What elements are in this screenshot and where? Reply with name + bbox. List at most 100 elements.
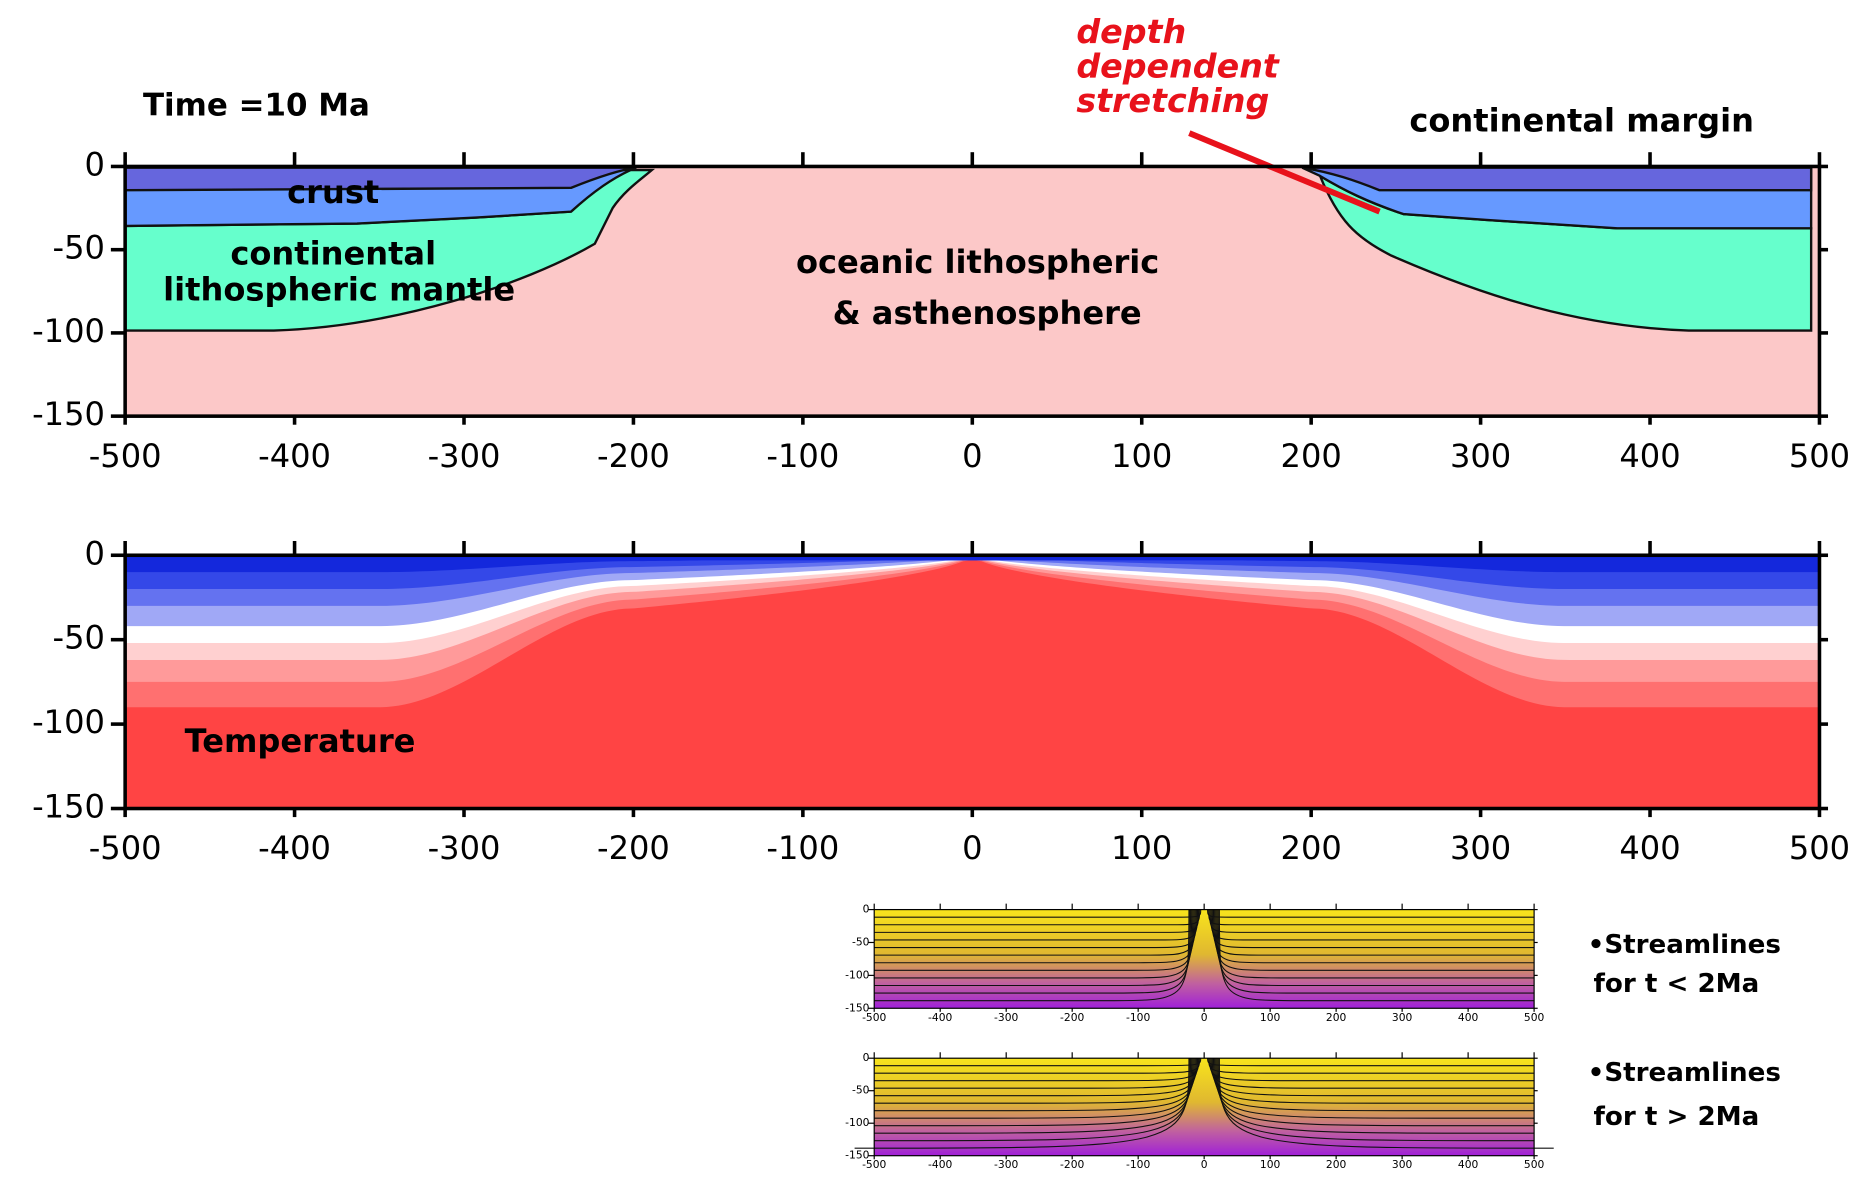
x-tick-label: -300	[428, 437, 501, 475]
streamline	[1217, 1058, 1535, 1142]
y-tick-label: -50	[53, 619, 105, 657]
region-label: oceanic lithospheric	[796, 243, 1159, 281]
x-tick-label: 0	[962, 437, 982, 475]
region-label: stretching	[1076, 81, 1269, 120]
panel: -500 -400 -300 -200 -100 0 100 200 300 400 500 0 -50…	[845, 1051, 1781, 1171]
streamline	[874, 909, 1192, 987]
streamline	[874, 909, 1191, 994]
region-label: lithospheric mantle	[163, 270, 515, 308]
streamline	[874, 1058, 1196, 1104]
temperature-field	[125, 555, 1820, 809]
upper-crust-left	[123, 166, 637, 192]
region-label: continental	[230, 235, 436, 273]
temperature-band	[125, 555, 1820, 573]
x-tick-label: -400	[928, 1011, 952, 1024]
x-tick-label: -100	[1126, 1011, 1150, 1024]
x-tick-label: -300	[428, 829, 501, 867]
x-tick-label: 300	[1392, 1011, 1413, 1024]
streamline	[854, 1058, 1190, 1149]
panel: -500 -400 -300 -200 -100 0 100 200 300 400 500 0 -50…	[32, 534, 1850, 867]
x-tick-label: 200	[1326, 1011, 1347, 1024]
y-tick-label: -150	[32, 395, 105, 433]
panel-title: Time =10 Ma	[143, 88, 370, 124]
y-tick-label: 0	[85, 145, 105, 183]
y-tick-label: 0	[863, 1051, 870, 1064]
y-tick-label: -100	[845, 968, 869, 981]
x-tick-label: -500	[89, 437, 162, 475]
y-tick-label: 0	[863, 903, 870, 916]
y-tick-label: -150	[32, 788, 105, 826]
y-tick-label: -100	[32, 312, 105, 350]
streamline	[1218, 909, 1535, 1002]
streamline	[1213, 909, 1535, 964]
x-tick-label: 100	[1111, 437, 1172, 475]
streamline	[874, 1058, 1197, 1097]
x-tick-label: -100	[1126, 1158, 1150, 1171]
streamline	[874, 1058, 1191, 1142]
region-label: depth	[1076, 12, 1186, 51]
y-tick-label: -150	[845, 1149, 869, 1162]
x-tick-label: 500	[1524, 1158, 1545, 1171]
streamline	[874, 1058, 1194, 1119]
streamline	[1210, 1058, 1535, 1089]
pointer-line	[1188, 130, 1381, 215]
region-label: & asthenosphere	[833, 294, 1142, 332]
x-tick-label: 300	[1450, 437, 1511, 475]
streamline	[874, 909, 1195, 964]
y-tick-label: -50	[852, 935, 870, 948]
x-tick-label: -500	[862, 1011, 886, 1024]
streamline	[874, 909, 1196, 956]
x-tick-label: -200	[597, 437, 670, 475]
x-tick-label: 400	[1619, 437, 1680, 475]
x-tick-label: -400	[258, 437, 331, 475]
streamline	[874, 1058, 1201, 1074]
streamline	[1213, 1058, 1535, 1112]
x-tick-label: -400	[928, 1158, 952, 1171]
x-tick-label: -100	[766, 829, 839, 867]
y-tick-label: -50	[852, 1084, 870, 1097]
panel: -500 -400 -300 -200 -100 0 100 200 300 400 500 0 -50…	[845, 903, 1781, 1024]
y-tick-label: -50	[53, 229, 105, 267]
x-tick-label: -500	[89, 829, 162, 867]
streamline	[874, 1058, 1199, 1089]
streamline	[874, 909, 1194, 971]
x-tick-label: 400	[1458, 1011, 1479, 1024]
y-tick-label: -150	[845, 1001, 869, 1014]
streamline	[1217, 909, 1535, 994]
x-tick-label: 300	[1392, 1158, 1413, 1171]
region-label: Temperature	[185, 722, 416, 760]
streamline	[1215, 1058, 1535, 1127]
x-tick-label: 300	[1450, 829, 1511, 867]
stream-field	[874, 909, 1535, 1009]
x-tick-label: -400	[258, 829, 331, 867]
cross-section-regions	[123, 130, 1820, 417]
x-tick-label: -300	[994, 1158, 1018, 1171]
caption: •Streamlines	[1588, 930, 1781, 960]
streamline	[1212, 1058, 1535, 1104]
x-tick-label: -500	[862, 1158, 886, 1171]
streamline	[1218, 1058, 1554, 1149]
streamline	[1211, 1058, 1535, 1097]
x-tick-label: -200	[597, 829, 670, 867]
upper-crust-right	[1302, 166, 1813, 192]
x-tick-label: 100	[1260, 1011, 1281, 1024]
y-tick-label: 0	[85, 534, 105, 572]
caption: for t < 2Ma	[1594, 969, 1760, 999]
streamline	[1209, 1058, 1535, 1082]
x-tick-label: 200	[1326, 1158, 1347, 1171]
streamline	[1214, 909, 1535, 971]
x-tick-label: 500	[1524, 1011, 1545, 1024]
streamline	[1214, 1058, 1535, 1119]
streamline	[1216, 909, 1535, 987]
streamline	[1212, 909, 1535, 956]
x-tick-label: 0	[1201, 1011, 1208, 1024]
caption: for t > 2Ma	[1594, 1102, 1760, 1132]
x-tick-label: 500	[1789, 829, 1850, 867]
x-tick-label: 200	[1281, 437, 1342, 475]
x-tick-label: -200	[1060, 1011, 1084, 1024]
streamline	[874, 1058, 1192, 1134]
x-tick-label: 400	[1619, 829, 1680, 867]
y-tick-label: -100	[32, 703, 105, 741]
y-tick-label: -100	[845, 1116, 869, 1129]
